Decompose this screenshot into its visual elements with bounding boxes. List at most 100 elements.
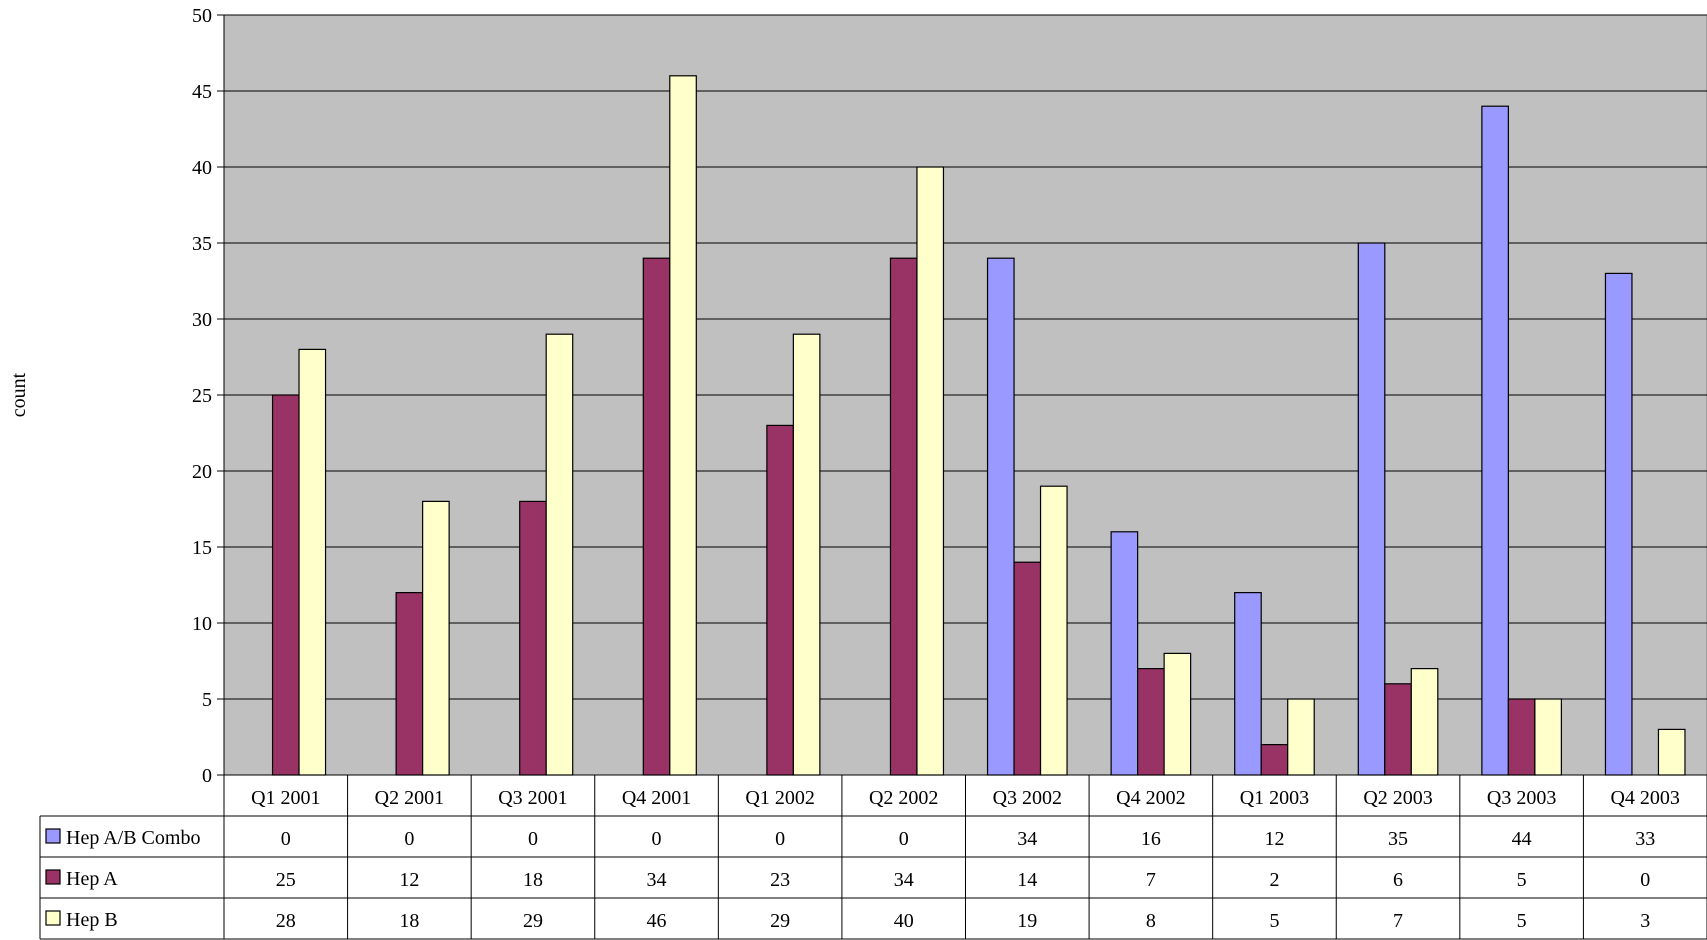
- bar-hep-b-q2-2002: [916, 166, 945, 776]
- bar-hep-b-q1-2002: [792, 333, 821, 776]
- y-tick-label: 10: [192, 613, 212, 635]
- bar-hep-a-b-combo-q3-2002: [986, 257, 1015, 776]
- y-tick-label: 40: [192, 157, 212, 179]
- table-cell: 0: [404, 828, 414, 850]
- x-tick-label: Q3 2001: [498, 787, 567, 809]
- table-cell: 46: [647, 910, 667, 932]
- x-tick-label: Q1 2002: [745, 787, 814, 809]
- bar-hep-a-q4-2002: [1137, 667, 1165, 776]
- bar-hep-a-b-combo-q2-2003: [1357, 242, 1386, 776]
- table-cell: 35: [1388, 828, 1408, 850]
- bar-hep-a-b-combo-q1-2003: [1234, 591, 1262, 776]
- legend-swatch: [45, 828, 61, 844]
- bar-hep-b-q2-2001: [422, 500, 450, 776]
- table-cell: 19: [1017, 910, 1037, 932]
- table-cell: 5: [1517, 869, 1527, 891]
- table-cell: 2: [1269, 869, 1279, 891]
- table-cell: 29: [523, 910, 543, 932]
- y-tick-label: 25: [192, 385, 212, 407]
- legend-label: Hep A/B Combo: [66, 827, 200, 849]
- y-tick-label: 45: [192, 81, 212, 103]
- y-tick-label: 35: [192, 233, 212, 255]
- bar-hep-a-q3-2002: [1013, 561, 1042, 776]
- table-cell: 5: [1269, 910, 1279, 932]
- gridlines: [224, 14, 1707, 700]
- table-cell: 0: [775, 828, 785, 850]
- table-cell: 34: [894, 869, 914, 891]
- table-cell: 23: [770, 869, 790, 891]
- table-cell: 0: [281, 828, 291, 850]
- table-cell: 0: [1640, 869, 1650, 891]
- bar-hep-a-b-combo-q3-2003: [1481, 105, 1509, 776]
- table-cell: 0: [528, 828, 538, 850]
- bar-hep-b-q1-2003: [1287, 698, 1315, 776]
- bar-hep-a-b-combo-q4-2003: [1604, 272, 1633, 776]
- bar-hep-a-b-combo-q4-2002: [1110, 531, 1139, 776]
- table-cell: 7: [1146, 869, 1156, 891]
- table-cell: 18: [523, 869, 543, 891]
- bar-hep-b-q3-2002: [1039, 485, 1068, 776]
- y-tick-label: 50: [192, 5, 212, 27]
- bar-hep-b-q3-2003: [1534, 698, 1562, 776]
- bar-hep-a-q3-2001: [519, 500, 547, 776]
- x-tick-label: Q2 2002: [869, 787, 938, 809]
- table-cell: 12: [399, 869, 419, 891]
- legend-swatch: [45, 910, 61, 926]
- x-tick-label: Q4 2002: [1116, 787, 1185, 809]
- bar-hep-b-q4-2002: [1163, 652, 1192, 776]
- table-cell: 8: [1146, 910, 1156, 932]
- y-tick-label: 15: [192, 537, 212, 559]
- table-cell: 7: [1393, 910, 1403, 932]
- table-cell: 14: [1017, 869, 1037, 891]
- data-table: Q1 2001 Q2 2001 Q3 2001 Q4 2001 Q1 2002 Q2 20…: [39, 774, 1707, 940]
- y-tick-label: 5: [202, 689, 212, 711]
- y-axis: 0 5 10 15 20 25 30 35 40 45 50: [192, 5, 225, 787]
- legend-swatch: [45, 869, 61, 885]
- table-cell: 12: [1264, 828, 1284, 850]
- bar-hep-a-q2-2003: [1384, 683, 1412, 776]
- y-tick-label: 30: [192, 309, 212, 331]
- table-cell: 0: [652, 828, 662, 850]
- legend-label: Hep A: [66, 868, 118, 890]
- x-tick-label: Q1 2001: [251, 787, 320, 809]
- x-tick-label: Q2 2001: [375, 787, 444, 809]
- bar-hep-b-q4-2003: [1657, 728, 1686, 776]
- x-tick-label: Q4 2003: [1610, 787, 1679, 809]
- bar-hep-a-q2-2002: [889, 257, 918, 776]
- bar-hep-b-q2-2003: [1410, 667, 1439, 776]
- x-tick-label: Q2 2003: [1363, 787, 1432, 809]
- table-cell: 34: [1017, 828, 1037, 850]
- table-cell: 0: [899, 828, 909, 850]
- bar-hep-a-q1-2003: [1260, 743, 1289, 776]
- y-axis-label: count: [8, 372, 30, 417]
- table-cell: 29: [770, 910, 790, 932]
- table-cell: 18: [399, 910, 419, 932]
- table-cell: 3: [1640, 910, 1650, 932]
- table-cell: 44: [1512, 828, 1532, 850]
- table-cell: 16: [1141, 828, 1161, 850]
- table-cell: 25: [276, 869, 296, 891]
- x-tick-label: Q4 2001: [622, 787, 691, 809]
- x-tick-label: Q3 2003: [1487, 787, 1556, 809]
- legend-label: Hep B: [66, 909, 118, 931]
- bar-hep-b-q3-2001: [545, 333, 574, 776]
- bars: [271, 75, 1686, 776]
- bar-hep-a-q3-2003: [1507, 698, 1536, 776]
- table-cell: 33: [1635, 828, 1655, 850]
- x-tick-label: Q1 2003: [1240, 787, 1309, 809]
- table-cell: 5: [1517, 910, 1527, 932]
- bar-hep-a-q2-2001: [395, 591, 424, 776]
- bar-hep-b-q1-2001: [298, 348, 327, 776]
- x-tick-label: Q3 2002: [993, 787, 1062, 809]
- table-cell: 40: [894, 910, 914, 932]
- y-tick-label: 20: [192, 461, 212, 483]
- table-cell: 6: [1393, 869, 1403, 891]
- bar-hep-a-q1-2001: [271, 394, 300, 776]
- bar-hep-a-q4-2001: [642, 257, 671, 776]
- table-cell: 34: [647, 869, 667, 891]
- bar-hep-b-q4-2001: [669, 75, 697, 776]
- y-tick-label: 0: [202, 765, 212, 787]
- bar-hep-a-q1-2002: [766, 424, 794, 776]
- table-cell: 28: [276, 910, 296, 932]
